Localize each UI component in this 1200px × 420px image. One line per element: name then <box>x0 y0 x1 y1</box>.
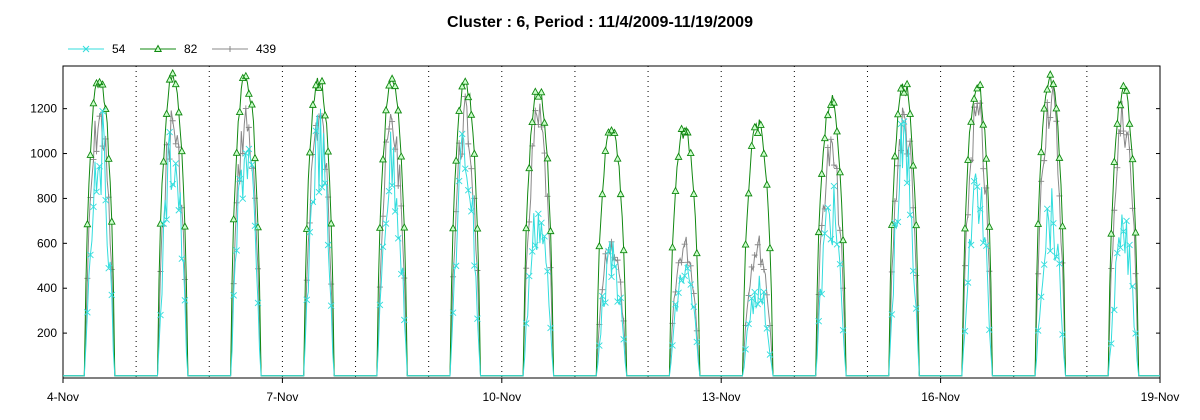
x-tick-label: 19-Nov <box>1141 390 1180 404</box>
series-markers-82 <box>83 68 1140 257</box>
y-tick-label: 600 <box>37 236 57 250</box>
series-markers-54 <box>84 107 1139 358</box>
legend-marker <box>153 44 163 52</box>
chart-title: Cluster : 6, Period : 11/4/2009-11/19/20… <box>447 14 753 31</box>
legend-marker <box>82 45 90 53</box>
series-82 <box>63 68 1160 377</box>
y-tick-label: 1000 <box>30 147 57 161</box>
x-tick-label: 13-Nov <box>702 390 741 404</box>
axes: 200 400 600 800 1000 1200 4-Nov 7-Nov 10-Nov 13-N… <box>30 102 1179 404</box>
legend-label: 439 <box>256 42 276 56</box>
legend-item-439: 439 <box>212 42 276 56</box>
x-tick-label: 4-Nov <box>47 390 79 404</box>
legend-label: 54 <box>112 42 126 56</box>
x-tick-label: 10-Nov <box>482 390 521 404</box>
legend-item-54: 54 <box>68 42 126 56</box>
y-tick-label: 800 <box>37 191 57 205</box>
plot-area <box>62 65 1161 379</box>
plot-border <box>62 65 1161 379</box>
y-tick-label: 400 <box>37 281 57 295</box>
grid-lines <box>135 66 1088 378</box>
legend-marker <box>227 46 233 52</box>
x-tick-label: 7-Nov <box>266 390 298 404</box>
legend: 54 82 439 <box>68 42 276 56</box>
y-tick-label: 200 <box>37 326 57 340</box>
y-tick-label: 1200 <box>30 102 57 116</box>
series-54 <box>63 107 1160 377</box>
series-layer <box>63 68 1160 377</box>
x-tick-label: 16-Nov <box>921 390 960 404</box>
legend-item-82: 82 <box>140 42 198 56</box>
legend-label: 82 <box>184 42 198 56</box>
